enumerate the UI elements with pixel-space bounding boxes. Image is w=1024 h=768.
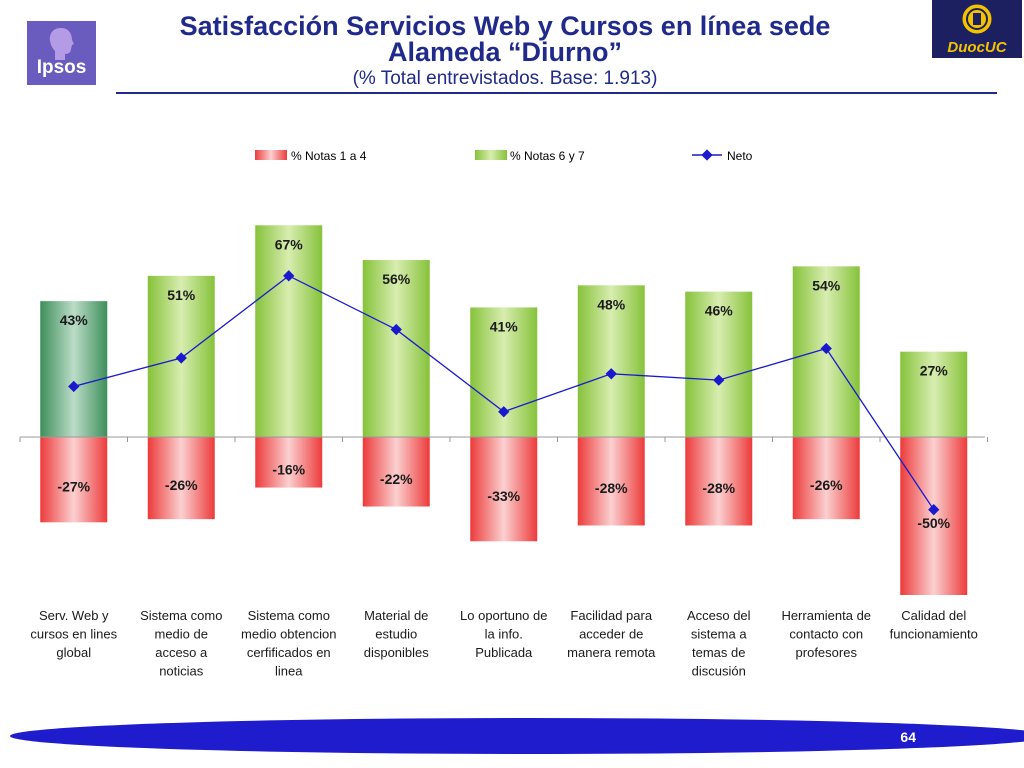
data-label-notas-6-7: 51% xyxy=(167,287,196,303)
neto-marker xyxy=(713,374,725,386)
data-label-notas-6-7: 43% xyxy=(60,312,89,328)
data-label-notas-1-4: -33% xyxy=(487,488,520,504)
data-label-notas-1-4: -22% xyxy=(380,471,413,487)
neto-marker xyxy=(498,406,510,418)
title-line-1: Satisfacción Servicios Web y Cursos en l… xyxy=(179,11,831,41)
bar-notas-1-4 xyxy=(900,437,968,595)
legend-marker-neto xyxy=(701,149,713,161)
ipsos-logo: Ipsos xyxy=(27,21,96,85)
bar-notas-1-4 xyxy=(685,437,753,526)
bar-notas-1-4 xyxy=(362,437,430,507)
duoc-logo: DuocUC xyxy=(932,0,1022,58)
bar-notas-6-7 xyxy=(362,260,430,437)
bar-notas-1-4 xyxy=(792,437,860,520)
bar-notas-6-7 xyxy=(40,301,108,437)
data-label-notas-6-7: 54% xyxy=(812,277,841,293)
neto-marker xyxy=(928,504,940,516)
duoc-crest-icon xyxy=(961,3,993,35)
data-label-notas-6-7: 27% xyxy=(920,363,949,379)
category-label: Serv. Web y cursos en lines global xyxy=(30,608,117,660)
category-label: Sistema como medio de acceso a noticias xyxy=(140,608,222,679)
neto-marker xyxy=(605,368,617,380)
data-label-notas-1-4: -16% xyxy=(272,461,305,477)
legend-swatch-notas-6-7 xyxy=(475,150,507,160)
category-label: Facilidad para acceder de manera remota xyxy=(567,608,656,660)
category-label: Acceso del sistema a temas de discusión xyxy=(687,608,751,679)
data-label-notas-1-4: -26% xyxy=(810,477,843,493)
chart: % Notas 1 a 4 % Notas 6 y 7 Neto 43% 51% 6… xyxy=(19,149,988,679)
category-label: Herramienta de contacto con profesores xyxy=(781,608,871,660)
legend-swatch-notas-1-4 xyxy=(255,150,287,160)
ipsos-wordmark: Ipsos xyxy=(36,57,87,78)
category-label: Lo oportuno de la info. Publicada xyxy=(460,608,547,660)
bar-notas-1-4 xyxy=(255,437,323,488)
neto-marker xyxy=(820,342,832,355)
neto-marker xyxy=(175,352,187,364)
legend-label-notas-1-4: % Notas 1 a 4 xyxy=(291,149,367,163)
page-number: 64 xyxy=(900,729,916,745)
data-label-notas-6-7: 48% xyxy=(597,296,626,312)
data-label-notas-6-7: 56% xyxy=(382,271,411,287)
data-label-notas-1-4: -27% xyxy=(57,479,90,495)
footer-band xyxy=(10,718,1024,754)
data-label-notas-6-7: 46% xyxy=(705,303,734,319)
neto-marker xyxy=(283,270,295,282)
category-label: Sistema como medio obtencion cerfificados … xyxy=(241,608,336,679)
chart-legend: % Notas 1 a 4 % Notas 6 y 7 Neto xyxy=(255,149,753,163)
data-label-notas-1-4: -26% xyxy=(165,477,198,493)
ipsos-head-icon xyxy=(49,28,74,60)
legend-label-neto: Neto xyxy=(727,149,753,163)
bar-notas-1-4 xyxy=(470,437,538,542)
title-line-2: Alameda “Diurno” xyxy=(387,37,623,67)
subtitle: (% Total entrevistados. Base: 1.913) xyxy=(352,68,658,89)
title-divider xyxy=(116,92,997,94)
bar-notas-6-7 xyxy=(900,351,968,437)
category-label: Calidad del funcionamiento xyxy=(890,608,978,642)
bar-notas-1-4 xyxy=(147,437,215,520)
data-label-notas-1-4: -50% xyxy=(917,515,950,531)
data-label-notas-1-4: -28% xyxy=(595,480,628,496)
bar-notas-6-7 xyxy=(685,291,753,437)
data-label-notas-6-7: 67% xyxy=(275,236,304,252)
data-label-notas-6-7: 41% xyxy=(490,318,519,334)
neto-marker xyxy=(390,323,402,336)
category-label: Material de estudio disponibles xyxy=(364,608,430,660)
duoc-wordmark: DuocUC xyxy=(947,39,1007,56)
bar-notas-6-7 xyxy=(255,225,323,437)
bar-notas-6-7 xyxy=(577,285,645,437)
bar-notas-1-4 xyxy=(577,437,645,526)
bar-notas-1-4 xyxy=(40,437,108,523)
data-label-notas-1-4: -28% xyxy=(702,480,735,496)
legend-label-notas-6-7: % Notas 6 y 7 xyxy=(510,149,585,163)
